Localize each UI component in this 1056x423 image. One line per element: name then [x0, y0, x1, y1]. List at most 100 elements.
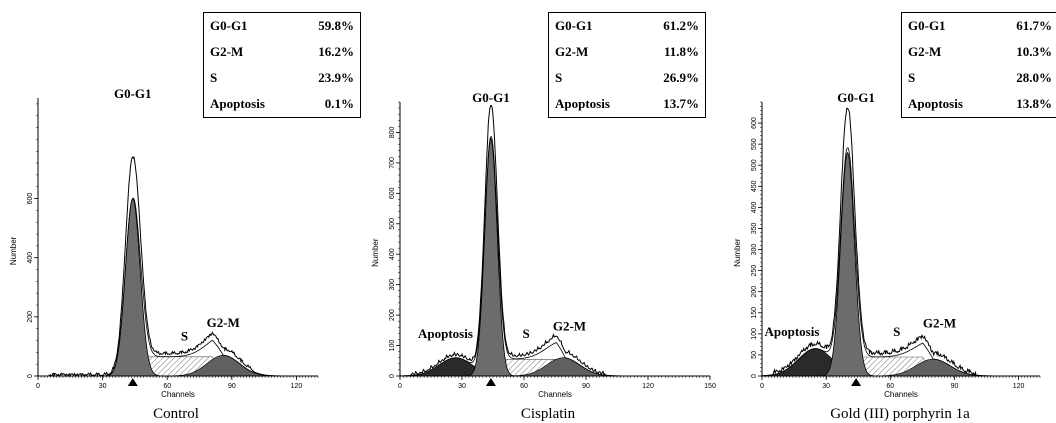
y-tick-label: 100: [751, 328, 758, 340]
y-tick-label: 0: [389, 374, 396, 378]
phase-label: S: [210, 70, 218, 85]
y-tick-label: 100: [389, 340, 396, 352]
y-tick-label: 300: [751, 244, 758, 256]
peak-label: G2-M: [923, 316, 956, 331]
y-tick-label: 600: [27, 193, 34, 205]
y-axis-label: Number: [9, 236, 18, 265]
raw-histogram-line: [38, 155, 318, 378]
x-tick-label: 90: [951, 383, 959, 390]
x-tick-label: 60: [886, 383, 894, 390]
phase-percent: 16.2%: [318, 44, 354, 59]
phase-percent: 13.7%: [663, 96, 699, 111]
peak-label: G2-M: [207, 315, 240, 330]
stats-row: G0-G1 59.8%: [204, 13, 361, 40]
histogram-chart: 0 30 60 90 120 0 50 100 150 200 250 300 350 400 450 500…: [733, 90, 1041, 399]
stats-row: S 28.0%: [902, 65, 1056, 91]
histogram-panel-cisplatin: 0 30 60 90 120 150 0 100 200 300 400 500 600 700 800 Ch…: [352, 0, 716, 423]
phase-percent: 10.3%: [1016, 44, 1052, 59]
panel-caption: Cisplatin: [520, 406, 576, 422]
x-tick-label: 60: [520, 383, 528, 390]
phase-label: Apoptosis: [555, 96, 610, 111]
phase-label: Apoptosis: [210, 96, 265, 111]
y-axis-label: Number: [733, 238, 742, 267]
g0g1-area: [38, 198, 318, 377]
y-tick-label: 50: [751, 351, 758, 359]
stats-row: G2-M 10.3%: [902, 39, 1056, 65]
stats-row: S 23.9%: [204, 65, 361, 91]
fit-line: [762, 147, 1040, 377]
x-axis-label: Channels: [538, 390, 572, 399]
phase-percent: 28.0%: [1016, 70, 1052, 85]
stats-row: Apoptosis 13.7%: [549, 91, 706, 118]
g1-marker-triangle: [485, 378, 496, 386]
phase-label: G0-G1: [908, 18, 946, 33]
phase-percent: 0.1%: [324, 96, 354, 111]
y-tick-label: 700: [389, 157, 396, 169]
stats-row: G0-G1 61.2%: [549, 13, 706, 40]
histogram-chart: 0 30 60 90 120 150 0 100 200 300 400 500 600 700 800 Ch…: [371, 90, 716, 399]
peak-label: G2-M: [553, 318, 586, 333]
y-tick-label: 600: [751, 117, 758, 129]
phase-stats-table: G0-G1 59.8% G2-M 16.2% S 23.9% Apoptosis 0.1%: [203, 12, 361, 118]
y-tick-label: 500: [751, 159, 758, 171]
y-tick-label: 450: [751, 180, 758, 192]
x-tick-label: 0: [760, 383, 764, 390]
stats-row: Apoptosis 0.1%: [204, 91, 361, 118]
y-tick-label: 150: [751, 307, 758, 319]
y-tick-label: 800: [389, 127, 396, 139]
peak-label: Apoptosis: [764, 324, 819, 339]
phase-percent: 61.2%: [663, 18, 699, 33]
g0g1-area: [762, 151, 1040, 377]
x-tick-label: 0: [398, 383, 402, 390]
x-tick-label: 30: [822, 383, 830, 390]
stats-row: S 26.9%: [549, 65, 706, 91]
x-tick-label: 120: [291, 383, 303, 390]
stats-row: Apoptosis 13.8%: [902, 91, 1056, 118]
peak-label: S: [181, 329, 188, 344]
phase-percent: 23.9%: [318, 70, 354, 85]
x-tick-label: 90: [228, 383, 236, 390]
y-tick-label: 250: [751, 265, 758, 277]
histogram-panel-control: 0 30 60 90 120 0 200 400 600 Channels Number G0-G1 S…: [0, 0, 361, 423]
phase-label: G2-M: [908, 44, 942, 59]
x-tick-label: 30: [99, 383, 107, 390]
phase-label: G2-M: [210, 44, 244, 59]
panel-caption: Control: [153, 406, 199, 422]
y-tick-label: 550: [751, 138, 758, 150]
x-axis-label: Channels: [161, 390, 195, 399]
y-tick-label: 400: [751, 201, 758, 213]
y-tick-label: 600: [389, 187, 396, 199]
peak-label: S: [893, 324, 900, 339]
histogram-chart: 0 30 60 90 120 0 200 400 600 Channels Number G0-G1 S…: [9, 86, 319, 399]
y-tick-label: 0: [751, 374, 758, 378]
stats-row: G2-M 16.2%: [204, 39, 361, 65]
y-tick-label: 200: [751, 286, 758, 298]
stats-row: G0-G1 61.7%: [902, 13, 1056, 40]
peak-label: G0-G1: [837, 90, 875, 105]
x-tick-label: 0: [36, 383, 40, 390]
s-phase-area: [38, 356, 318, 377]
phase-percent: 13.8%: [1016, 96, 1052, 111]
y-tick-label: 200: [389, 309, 396, 321]
g1-marker-triangle: [851, 378, 862, 386]
fit-line: [38, 197, 318, 377]
y-tick-label: 200: [27, 311, 34, 323]
phase-label: S: [908, 70, 916, 85]
peak-label: G0-G1: [114, 86, 152, 101]
phase-label: S: [555, 70, 563, 85]
x-tick-label: 120: [642, 383, 654, 390]
peak-label: S: [522, 326, 529, 341]
y-axis-label: Number: [371, 238, 380, 267]
y-tick-label: 500: [389, 218, 396, 230]
phase-percent: 11.8%: [663, 44, 699, 59]
phase-label: G2-M: [555, 44, 589, 59]
y-tick-label: 400: [27, 252, 34, 264]
phase-label: G0-G1: [210, 18, 248, 33]
phase-label: G0-G1: [555, 18, 593, 33]
panel-caption: Gold (III) porphyrin 1a: [830, 406, 970, 422]
y-tick-label: 400: [389, 248, 396, 260]
histogram-panel-gold-porphyrin: 0 30 60 90 120 0 50 100 150 200 250 300 350 400 450 500…: [704, 0, 1056, 423]
phase-percent: 59.8%: [318, 18, 354, 33]
x-tick-label: 60: [163, 383, 171, 390]
y-tick-label: 300: [389, 279, 396, 291]
